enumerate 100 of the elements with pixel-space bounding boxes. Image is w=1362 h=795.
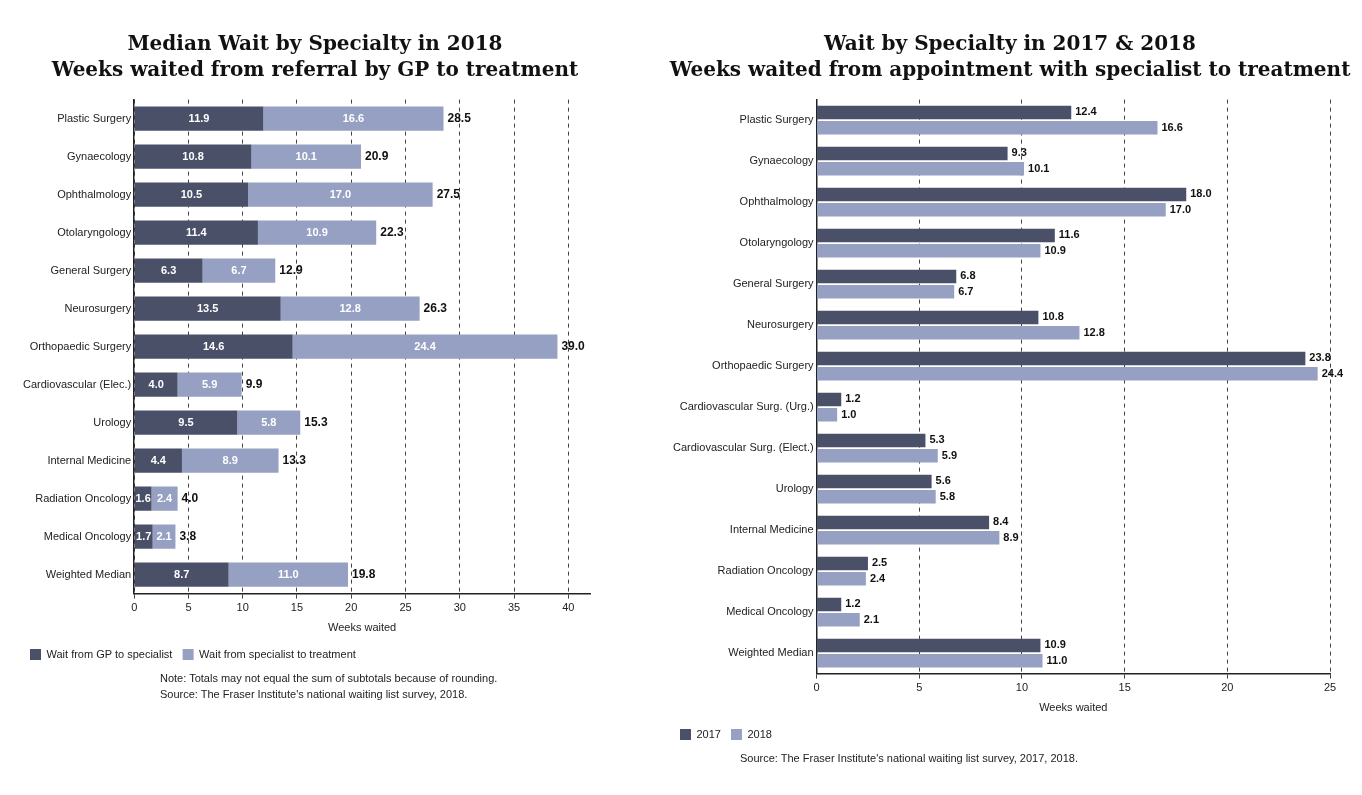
data-label: 16.6 <box>342 111 365 124</box>
data-label: 6.8 <box>960 269 976 282</box>
text: Note: Totals may not equal the sum of subtotals because of rounding. <box>160 671 499 686</box>
y-tick-label: Internal Medicine <box>729 523 814 536</box>
y-tick-label: Plastic Surgery <box>739 113 815 126</box>
data-label: 4.0 <box>148 377 164 390</box>
bar <box>817 187 1187 202</box>
y-tick-label: Neurosurgery <box>64 301 132 314</box>
legend-label: Wait from specialist to treatment <box>199 647 356 660</box>
x-tick-label: 5 <box>185 601 192 614</box>
x-tick-label: 40 <box>562 601 575 614</box>
bar <box>817 162 1025 176</box>
x-tick-label: 15 <box>290 601 304 614</box>
x-tick-label: 10 <box>236 601 249 614</box>
bar <box>237 410 301 435</box>
bar <box>134 258 203 283</box>
total-label: 9.9 <box>245 376 263 391</box>
data-label: 13.5 <box>196 301 219 314</box>
y-tick-label: Urology <box>93 415 132 428</box>
data-label: 6.7 <box>958 284 974 297</box>
x-tick-label: 0 <box>813 681 820 694</box>
x-tick-label: 35 <box>507 601 521 614</box>
data-label: 5.6 <box>935 474 951 487</box>
y-tick-label: Urology <box>775 482 815 495</box>
data-label: 24.4 <box>1321 366 1344 379</box>
y-tick-label: Otolaryngology <box>57 225 132 238</box>
bar <box>817 408 838 422</box>
y-tick-label: Otolaryngology <box>739 236 815 249</box>
data-label: 5.8 <box>261 415 277 428</box>
bar <box>134 220 258 245</box>
bar <box>817 326 1080 340</box>
data-label: 5.9 <box>941 448 958 461</box>
data-label: 10.9 <box>1044 243 1066 256</box>
data-label: 10.1 <box>1028 161 1050 174</box>
total-label: 26.3 <box>423 300 448 315</box>
bar <box>817 433 926 448</box>
total-label: 28.5 <box>447 110 472 125</box>
data-label: 8.4 <box>993 515 1010 528</box>
data-label: 9.3 <box>1011 146 1027 159</box>
y-tick-label: Radiation Oncology <box>717 564 815 577</box>
y-tick-label: Medical Oncology <box>43 529 132 542</box>
data-label: 10.9 <box>306 225 328 238</box>
x-axis-title: Weeks waited <box>1039 701 1108 714</box>
y-tick-label: Gynaecology <box>749 154 815 167</box>
bar <box>817 310 1039 325</box>
bar <box>134 334 293 359</box>
data-label: 5.9 <box>201 377 218 390</box>
y-tick-label: Weighted Median <box>728 646 814 659</box>
x-tick-label: 25 <box>1323 681 1337 694</box>
chart-subtitle: Weeks waited from appointment with specialist to treatment <box>668 56 1352 82</box>
data-label: 18.0 <box>1190 187 1212 200</box>
bar <box>251 144 362 169</box>
total-label: 4.0 <box>181 490 199 505</box>
bar <box>134 562 229 587</box>
total-label: 19.8 <box>351 566 376 581</box>
bar <box>228 562 348 587</box>
data-label: 8.9 <box>1003 530 1019 543</box>
data-label: 1.2 <box>845 392 861 405</box>
bar <box>817 367 1318 381</box>
bar <box>817 572 866 586</box>
data-label: 5.3 <box>929 433 945 446</box>
total-label: 20.9 <box>365 148 389 163</box>
y-tick-label: General Surgery <box>732 277 815 290</box>
data-label: 8.7 <box>174 567 190 580</box>
data-label: 14.6 <box>202 339 225 352</box>
bar <box>817 203 1166 217</box>
x-axis-title: Weeks waited <box>327 621 397 634</box>
bar <box>134 144 252 169</box>
x-tick-label: 30 <box>453 601 466 614</box>
bar <box>817 490 936 504</box>
y-tick-label: Radiation Oncology <box>35 491 132 504</box>
bar <box>817 121 1158 135</box>
y-tick-label: Cardiovascular Surg. (Urg.) <box>679 400 814 413</box>
y-tick-label: Weighted Median <box>45 567 132 580</box>
x-tick-label: 10 <box>1015 681 1029 694</box>
data-label: 23.8 <box>1309 351 1331 364</box>
chart-title: Median Wait by Specialty in 2018 <box>126 30 504 56</box>
bar <box>817 351 1306 366</box>
data-label: 12.4 <box>1075 105 1098 118</box>
data-label: 11.4 <box>185 225 208 238</box>
data-label: 17.0 <box>329 187 352 200</box>
data-label: 10.1 <box>295 149 317 162</box>
bar <box>817 638 1041 653</box>
y-tick-label: Ophthalmology <box>739 195 815 208</box>
y-tick-label: Ophthalmology <box>57 187 132 200</box>
bar <box>817 597 842 612</box>
y-tick-label: Internal Medicine <box>47 453 132 466</box>
data-label: 11.0 <box>1046 653 1068 666</box>
total-label: 3.8 <box>179 528 197 543</box>
bar <box>817 531 1000 545</box>
bar <box>817 285 955 299</box>
x-tick-label: 0 <box>131 601 138 614</box>
data-label: 2.4 <box>869 571 887 584</box>
data-label: 24.4 <box>414 339 437 352</box>
chart-subtitle: Weeks waited from referral by GP to treatment <box>50 56 580 82</box>
y-tick-label: Medical Oncology <box>726 605 815 618</box>
total-label: 15.3 <box>304 414 328 429</box>
bar <box>134 410 238 435</box>
data-label: 2.5 <box>871 556 888 569</box>
data-label: 1.6 <box>135 491 151 504</box>
